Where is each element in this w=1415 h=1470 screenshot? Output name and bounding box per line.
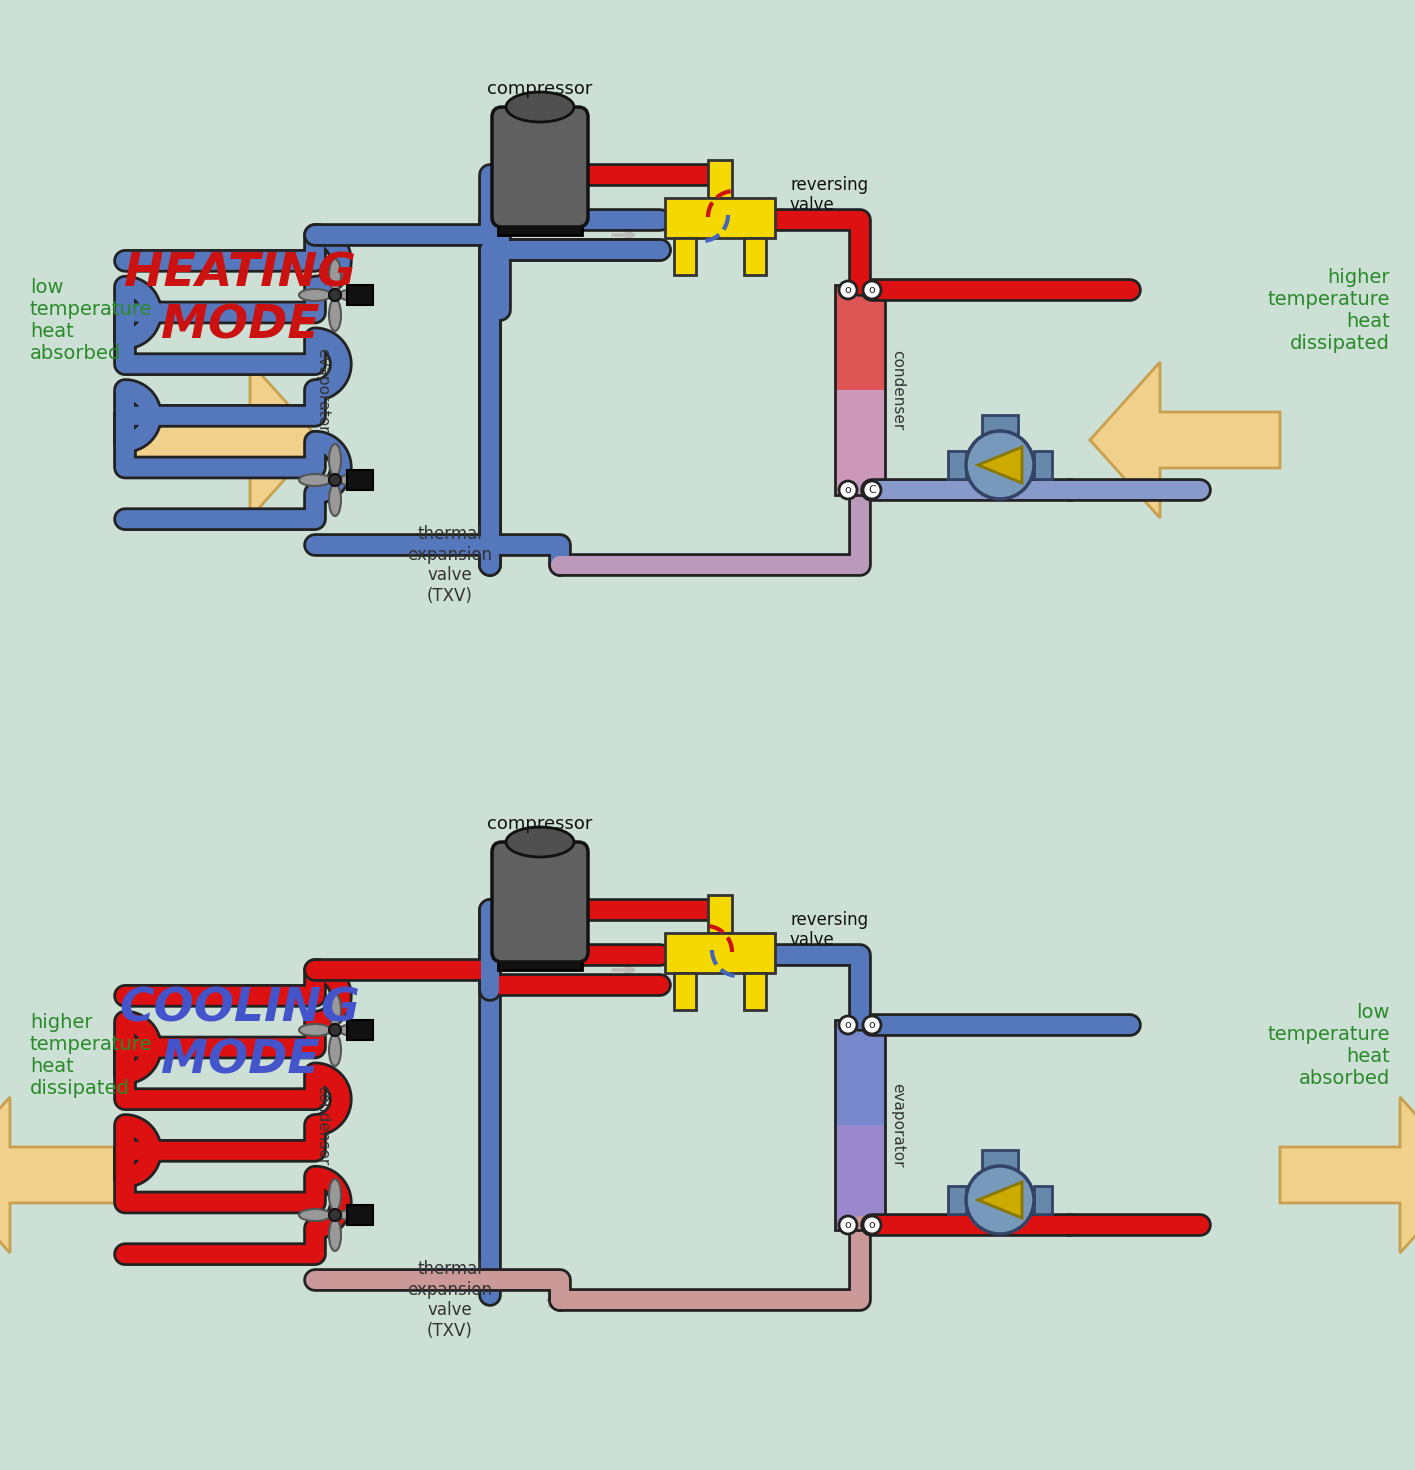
Text: condenser: condenser	[890, 350, 906, 431]
Ellipse shape	[330, 1033, 341, 1066]
Text: o: o	[869, 285, 876, 295]
Text: o: o	[845, 1020, 852, 1030]
Circle shape	[330, 473, 341, 487]
Text: higher
temperature
heat
dissipated: higher temperature heat dissipated	[1268, 268, 1390, 353]
Ellipse shape	[330, 484, 341, 516]
Text: higher
temperature
heat
dissipated: higher temperature heat dissipated	[30, 1013, 153, 1098]
Ellipse shape	[507, 93, 574, 122]
Bar	[498, 218, 582, 235]
Ellipse shape	[299, 473, 331, 487]
Circle shape	[966, 431, 1034, 498]
Text: reversing
valve: reversing valve	[790, 910, 869, 950]
Bar	[1034, 1186, 1051, 1214]
Bar	[347, 1205, 374, 1225]
Bar	[835, 390, 884, 495]
Text: evaporator: evaporator	[316, 348, 330, 432]
Text: o: o	[845, 1220, 852, 1230]
Text: thermal
expansion
valve
(TXV): thermal expansion valve (TXV)	[408, 1260, 492, 1341]
Ellipse shape	[340, 1208, 371, 1222]
Circle shape	[839, 281, 857, 298]
Text: low
temperature
heat
absorbed: low temperature heat absorbed	[30, 278, 153, 363]
Bar	[835, 1020, 884, 1230]
Circle shape	[863, 1216, 882, 1233]
Text: compressor: compressor	[487, 79, 593, 98]
Ellipse shape	[330, 1179, 341, 1211]
Polygon shape	[1281, 1097, 1415, 1252]
Text: compressor: compressor	[487, 814, 593, 833]
Text: C: C	[869, 485, 876, 495]
Text: HEATING
MODE: HEATING MODE	[125, 251, 357, 348]
Polygon shape	[130, 362, 320, 517]
Circle shape	[839, 1216, 857, 1233]
Bar	[744, 238, 766, 275]
Ellipse shape	[340, 473, 371, 487]
Bar	[948, 451, 966, 479]
Text: o: o	[869, 1020, 876, 1030]
Ellipse shape	[299, 290, 331, 301]
Ellipse shape	[299, 1208, 331, 1222]
Circle shape	[330, 1208, 341, 1222]
Bar	[835, 285, 884, 495]
Bar	[665, 198, 775, 238]
Circle shape	[839, 1016, 857, 1033]
Ellipse shape	[330, 298, 341, 331]
Ellipse shape	[330, 994, 341, 1026]
Bar	[835, 285, 884, 390]
Text: o: o	[845, 485, 852, 495]
Ellipse shape	[330, 259, 341, 291]
Polygon shape	[978, 447, 1022, 484]
Bar	[835, 1020, 884, 1125]
Bar	[982, 1150, 1017, 1172]
Circle shape	[839, 481, 857, 498]
Ellipse shape	[330, 1219, 341, 1251]
FancyBboxPatch shape	[492, 842, 589, 961]
Ellipse shape	[507, 828, 574, 857]
Circle shape	[966, 1166, 1034, 1233]
Polygon shape	[0, 1097, 130, 1252]
Bar	[708, 895, 732, 933]
Text: o: o	[869, 1220, 876, 1230]
Bar	[347, 285, 374, 304]
Text: low
temperature
heat
absorbed: low temperature heat absorbed	[1268, 1003, 1390, 1088]
Circle shape	[863, 281, 882, 298]
Bar	[674, 973, 696, 1010]
Bar	[665, 933, 775, 973]
Text: reversing
valve: reversing valve	[790, 175, 869, 215]
Bar	[674, 238, 696, 275]
Text: thermal
expansion
valve
(TXV): thermal expansion valve (TXV)	[408, 525, 492, 606]
Polygon shape	[978, 1182, 1022, 1219]
Circle shape	[330, 290, 341, 301]
Bar	[498, 953, 582, 970]
Circle shape	[330, 1025, 341, 1036]
Bar	[948, 1186, 966, 1214]
Bar	[1034, 451, 1051, 479]
Bar	[982, 415, 1017, 437]
Ellipse shape	[330, 444, 341, 476]
Bar	[835, 1125, 884, 1230]
Ellipse shape	[340, 290, 371, 301]
Ellipse shape	[340, 1025, 371, 1036]
Circle shape	[863, 481, 882, 498]
FancyBboxPatch shape	[492, 107, 589, 226]
Bar	[744, 973, 766, 1010]
Ellipse shape	[299, 1025, 331, 1036]
Bar	[708, 160, 732, 198]
Text: condenser: condenser	[316, 1085, 330, 1166]
Circle shape	[863, 1016, 882, 1033]
Bar	[347, 1020, 374, 1039]
Text: evaporator: evaporator	[890, 1083, 906, 1167]
Text: COOLING
MODE: COOLING MODE	[119, 986, 361, 1083]
Polygon shape	[1090, 362, 1281, 517]
Bar	[347, 470, 374, 490]
Text: o: o	[845, 285, 852, 295]
